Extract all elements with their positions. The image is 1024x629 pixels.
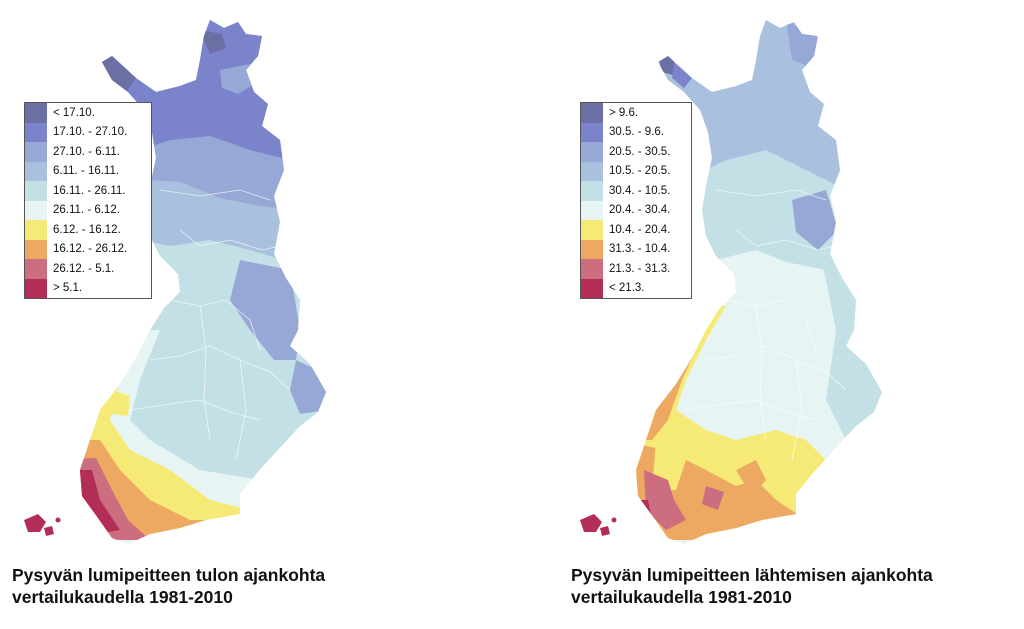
legend-label: 10.4. - 20.4. bbox=[609, 223, 671, 236]
legend-item: 10.4. - 20.4. bbox=[581, 220, 691, 240]
legend-label: 6.11. - 16.11. bbox=[53, 165, 120, 178]
legend-item: 16.12. - 26.12. bbox=[25, 239, 151, 259]
legend-label: > 5.1. bbox=[53, 282, 83, 295]
map-caption: Pysyvän lumipeitteen lähtemisen ajankoht… bbox=[571, 564, 933, 608]
legend-swatch bbox=[25, 239, 47, 259]
legend-swatch bbox=[581, 161, 603, 181]
legend-item: 21.3. - 31.3. bbox=[581, 259, 691, 279]
legend-label: 16.11. - 26.11. bbox=[53, 184, 126, 197]
map-panel-arrival: < 17.10. 17.10. - 27.10. 27.10. - 6.11. … bbox=[12, 20, 326, 608]
legend-label: 20.5. - 30.5. bbox=[609, 145, 671, 158]
legend-item: 16.11. - 26.11. bbox=[25, 181, 151, 201]
legend-label: 16.12. - 26.12. bbox=[53, 243, 128, 256]
caption-line-2: vertailukaudella 1981-2010 bbox=[12, 587, 233, 607]
legend-swatch bbox=[25, 103, 47, 123]
legend-swatch bbox=[25, 181, 47, 201]
legend-item: 6.11. - 16.11. bbox=[25, 161, 151, 181]
map-caption: Pysyvän lumipeitteen tulon ajankohta ver… bbox=[12, 564, 325, 608]
legend-swatch bbox=[25, 220, 47, 240]
legend-item: 20.4. - 30.4. bbox=[581, 200, 691, 220]
legend-label: 30.5. - 9.6. bbox=[609, 126, 664, 139]
legend-label: 17.10. - 27.10. bbox=[53, 126, 128, 139]
legend-swatch bbox=[581, 142, 603, 162]
legend-swatch bbox=[581, 220, 603, 240]
legend-swatch bbox=[25, 142, 47, 162]
legend-item: 26.12. - 5.1. bbox=[25, 259, 151, 279]
legend-item: < 21.3. bbox=[581, 278, 691, 298]
legend-label: 26.12. - 5.1. bbox=[53, 262, 115, 275]
legend-item: 26.11. - 6.12. bbox=[25, 200, 151, 220]
legend-swatch bbox=[25, 200, 47, 220]
legend-item: 20.5. - 30.5. bbox=[581, 142, 691, 162]
legend-label: 6.12. - 16.12. bbox=[53, 223, 121, 236]
legend-swatch bbox=[581, 122, 603, 142]
legend-label: > 9.6. bbox=[609, 106, 639, 119]
legend-label: 26.11. - 6.12. bbox=[53, 204, 120, 217]
legend-swatch bbox=[25, 259, 47, 279]
legend-label: < 17.10. bbox=[53, 106, 95, 119]
legend-swatch bbox=[25, 122, 47, 142]
legend-item: 6.12. - 16.12. bbox=[25, 220, 151, 240]
legend-swatch bbox=[25, 161, 47, 181]
caption-line-1: Pysyvän lumipeitteen tulon ajankohta bbox=[12, 565, 326, 585]
legend-item: 31.3. - 10.4. bbox=[581, 239, 691, 259]
legend-swatch bbox=[581, 103, 603, 123]
legend-label: 20.4. - 30.4. bbox=[609, 204, 671, 217]
legend-label: 30.4. - 10.5. bbox=[609, 184, 671, 197]
map-panel-departure: > 9.6. 30.5. - 9.6. 20.5. - 30.5. 10.5. … bbox=[512, 0, 1024, 629]
legend-swatch bbox=[25, 278, 47, 298]
legend-swatch bbox=[581, 278, 603, 298]
legend-item: 27.10. - 6.11. bbox=[25, 142, 151, 162]
legend-label: 10.5. - 20.5. bbox=[609, 165, 671, 178]
legend-departure: > 9.6. 30.5. - 9.6. 20.5. - 30.5. 10.5. … bbox=[580, 102, 692, 299]
legend-swatch bbox=[581, 259, 603, 279]
legend-item: 17.10. - 27.10. bbox=[25, 122, 151, 142]
caption-line-1: Pysyvän lumipeitteen lähtemisen ajankoht… bbox=[571, 565, 933, 585]
legend-label: 21.3. - 31.3. bbox=[609, 262, 671, 275]
legend-item: > 9.6. bbox=[581, 103, 691, 123]
legend-item: 10.5. - 20.5. bbox=[581, 161, 691, 181]
legend-item: 30.5. - 9.6. bbox=[581, 122, 691, 142]
legend-item: 30.4. - 10.5. bbox=[581, 181, 691, 201]
legend-label: < 21.3. bbox=[609, 282, 645, 295]
caption-line-2: vertailukaudella 1981-2010 bbox=[571, 587, 792, 607]
legend-swatch bbox=[581, 239, 603, 259]
legend-item: > 5.1. bbox=[25, 278, 151, 298]
legend-swatch bbox=[581, 200, 603, 220]
legend-item: < 17.10. bbox=[25, 103, 151, 123]
legend-arrival: < 17.10. 17.10. - 27.10. 27.10. - 6.11. … bbox=[24, 102, 152, 299]
legend-label: 27.10. - 6.11. bbox=[53, 145, 120, 158]
legend-label: 31.3. - 10.4. bbox=[609, 243, 671, 256]
legend-swatch bbox=[581, 181, 603, 201]
